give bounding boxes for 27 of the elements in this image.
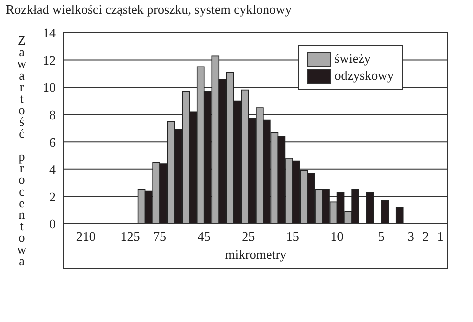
y-tick-label: 0 [50, 216, 56, 232]
legend-label: świeży [334, 51, 371, 67]
x-axis-title: mikrometry [225, 247, 288, 262]
chart-title: Rozkład wielkości cząstek proszku, system cyklonowy [6, 2, 292, 18]
x-tick-label: 125 [120, 229, 140, 244]
text: Zawartość procentowa [17, 33, 27, 268]
y-tick-label: 6 [50, 134, 56, 150]
x-tick-label: 5 [378, 229, 385, 244]
x-tick-label: 25 [242, 229, 256, 244]
y-tick-label: 10 [43, 80, 56, 96]
y-tick-label: 8 [50, 107, 56, 122]
x-tick-label: 15 [286, 229, 300, 244]
x-tick-label: 75 [154, 229, 166, 244]
y-tick-label: 4 [50, 162, 56, 178]
x-tick-label: 45 [198, 229, 211, 244]
x-tick-label: 10 [330, 229, 344, 244]
x-tick-label: 1 [437, 229, 444, 244]
y-tick-label: 14 [43, 26, 56, 41]
legend-label: odzyskowy [334, 68, 394, 84]
y-tick-label: 12 [43, 52, 56, 68]
bar [366, 192, 374, 224]
bar [381, 200, 389, 224]
bar [396, 207, 404, 224]
x-tick-label: 210 [76, 229, 96, 244]
y-tick-label: 2 [50, 189, 56, 204]
x-tick-label: 3 [408, 229, 414, 244]
x-tick-label: 2 [422, 229, 430, 244]
